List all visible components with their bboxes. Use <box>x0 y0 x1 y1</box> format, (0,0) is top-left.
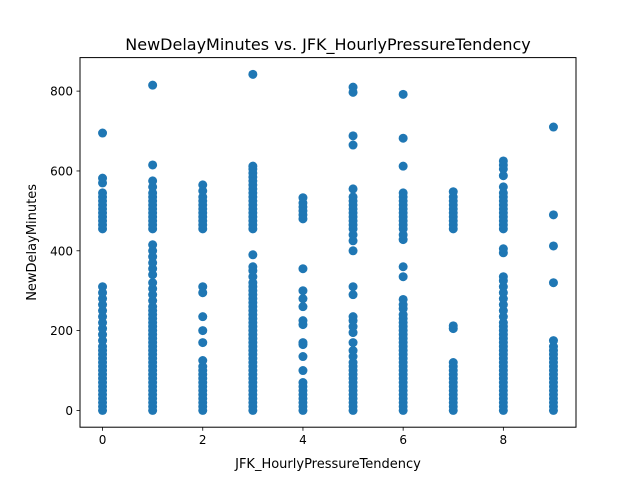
data-point <box>248 161 258 171</box>
data-point <box>98 128 108 138</box>
data-point <box>348 192 358 202</box>
data-point <box>348 290 358 300</box>
data-point <box>398 89 408 99</box>
data-point <box>398 161 408 171</box>
data-point <box>548 278 558 288</box>
data-point <box>298 264 308 274</box>
axes: 0 2 4 6 8 0 200 400 600 800 <box>50 85 507 448</box>
y-tick-label: 400 <box>50 244 73 258</box>
data-point <box>498 171 508 181</box>
plot-frame <box>79 57 577 428</box>
data-point <box>298 294 308 304</box>
data-point <box>348 246 358 256</box>
data-point <box>498 156 508 166</box>
data-point <box>498 244 508 254</box>
data-point <box>298 302 308 312</box>
data-point <box>398 272 408 282</box>
data-point <box>298 377 308 387</box>
data-point <box>148 278 158 288</box>
data-point <box>548 336 558 346</box>
data-point <box>198 282 208 292</box>
data-point <box>448 187 458 197</box>
x-tick-label: 6 <box>399 433 407 447</box>
data-point <box>398 262 408 272</box>
data-point <box>548 210 558 220</box>
y-tick-label: 600 <box>50 164 73 178</box>
data-point <box>248 69 258 79</box>
data-point <box>348 140 358 150</box>
data-point <box>198 180 208 190</box>
data-point <box>348 282 358 292</box>
data-point <box>348 312 358 322</box>
data-point <box>398 133 408 143</box>
data-point <box>198 326 208 336</box>
data-point <box>148 176 158 186</box>
data-point <box>448 321 458 331</box>
data-point <box>198 356 208 366</box>
data-point <box>298 366 308 376</box>
y-tick-label: 0 <box>65 404 73 418</box>
x-tick-label: 0 <box>99 433 107 447</box>
data-point <box>198 338 208 348</box>
chart-title: NewDelayMinutes vs. JFK_HourlyPressureTe… <box>125 35 530 55</box>
y-axis-label: NewDelayMinutes <box>25 184 40 301</box>
x-tick-label: 4 <box>299 433 307 447</box>
data-point <box>498 272 508 282</box>
data-point <box>298 352 308 362</box>
data-point <box>298 316 308 326</box>
data-point <box>448 358 458 368</box>
data-point <box>248 262 258 272</box>
data-point <box>348 82 358 92</box>
scatter-points <box>98 69 558 415</box>
data-point <box>98 188 108 198</box>
x-axis-label: JFK_HourlyPressureTendency <box>234 457 421 472</box>
data-point <box>348 346 358 356</box>
data-point <box>548 122 558 132</box>
data-point <box>548 241 558 251</box>
data-point <box>98 282 108 292</box>
data-point <box>148 240 158 250</box>
data-point <box>398 294 408 304</box>
data-point <box>248 250 258 260</box>
data-point <box>98 173 108 183</box>
data-point <box>298 338 308 348</box>
y-tick-label: 200 <box>50 324 73 338</box>
data-point <box>498 182 508 192</box>
data-point <box>348 184 358 194</box>
data-point <box>348 338 358 348</box>
data-point <box>348 131 358 141</box>
x-tick-label: 2 <box>199 433 207 447</box>
data-point <box>298 193 308 203</box>
y-tick-label: 800 <box>50 85 73 99</box>
data-point <box>148 160 158 170</box>
data-point <box>148 80 158 90</box>
x-tick-label: 8 <box>500 433 508 447</box>
data-point <box>198 312 208 322</box>
data-point <box>298 286 308 296</box>
data-point <box>398 188 408 198</box>
